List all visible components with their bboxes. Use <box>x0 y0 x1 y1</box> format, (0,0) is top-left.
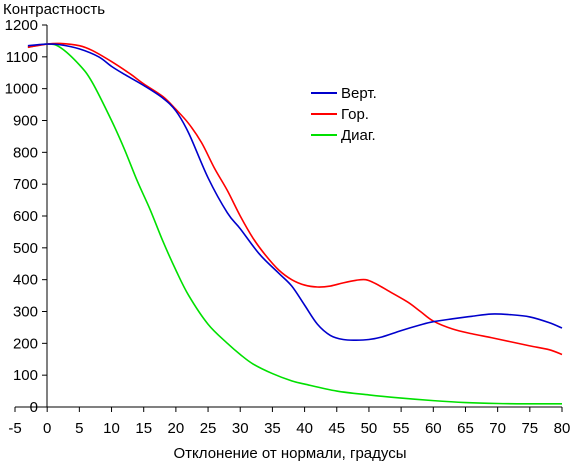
x-tick-label: 20 <box>168 420 185 437</box>
x-tick-label: 80 <box>554 420 570 437</box>
x-tick-label: 25 <box>200 420 217 437</box>
y-tick-label: 1000 <box>5 81 38 98</box>
x-tick-label: 45 <box>328 420 345 437</box>
series-lines <box>27 42 563 405</box>
x-tick-label: 65 <box>457 420 474 437</box>
y-axis-title: Контрастность <box>3 1 105 18</box>
legend-label: Верт. <box>341 85 377 102</box>
x-tick-label: 60 <box>425 420 442 437</box>
x-axis-title: Отклонение от нормали, градусы <box>174 445 407 462</box>
series-line-hor <box>27 42 563 356</box>
y-tick-label: 800 <box>13 144 38 161</box>
x-tick-label: 50 <box>361 420 378 437</box>
y-tick-label: 100 <box>13 367 38 384</box>
y-tick-label: 300 <box>13 304 38 321</box>
legend: Верт. Гор. Диаг. <box>311 85 377 144</box>
x-tick-label: 75 <box>521 420 538 437</box>
y-tick-label: 1200 <box>5 17 38 34</box>
x-tick-label: 15 <box>135 420 152 437</box>
x-tick-label: 5 <box>75 420 83 437</box>
series-line-vert <box>27 43 563 341</box>
y-tick-label: 1100 <box>6 49 38 66</box>
legend-label: Диаг. <box>341 127 376 144</box>
y-tick-label: 700 <box>13 176 38 193</box>
x-tick-label: -5 <box>8 420 21 437</box>
x-axis-ticks: -5 0 5 10 15 20 25 30 35 40 45 50 55 60 65 70 75 80 <box>8 407 570 437</box>
y-tick-label: 500 <box>13 240 38 257</box>
y-tick-label: 900 <box>13 113 38 130</box>
x-tick-label: 10 <box>103 420 120 437</box>
x-tick-label: 55 <box>393 420 410 437</box>
y-tick-label: 600 <box>13 208 38 225</box>
x-tick-label: 35 <box>264 420 281 437</box>
legend-label: Гор. <box>341 106 369 123</box>
y-tick-label: 200 <box>13 335 38 352</box>
x-tick-label: 40 <box>296 420 313 437</box>
series-line-diag <box>27 43 563 405</box>
x-tick-label: 70 <box>489 420 506 437</box>
y-tick-label: 400 <box>13 272 38 289</box>
x-tick-label: 0 <box>43 420 51 437</box>
x-tick-label: 30 <box>232 420 249 437</box>
